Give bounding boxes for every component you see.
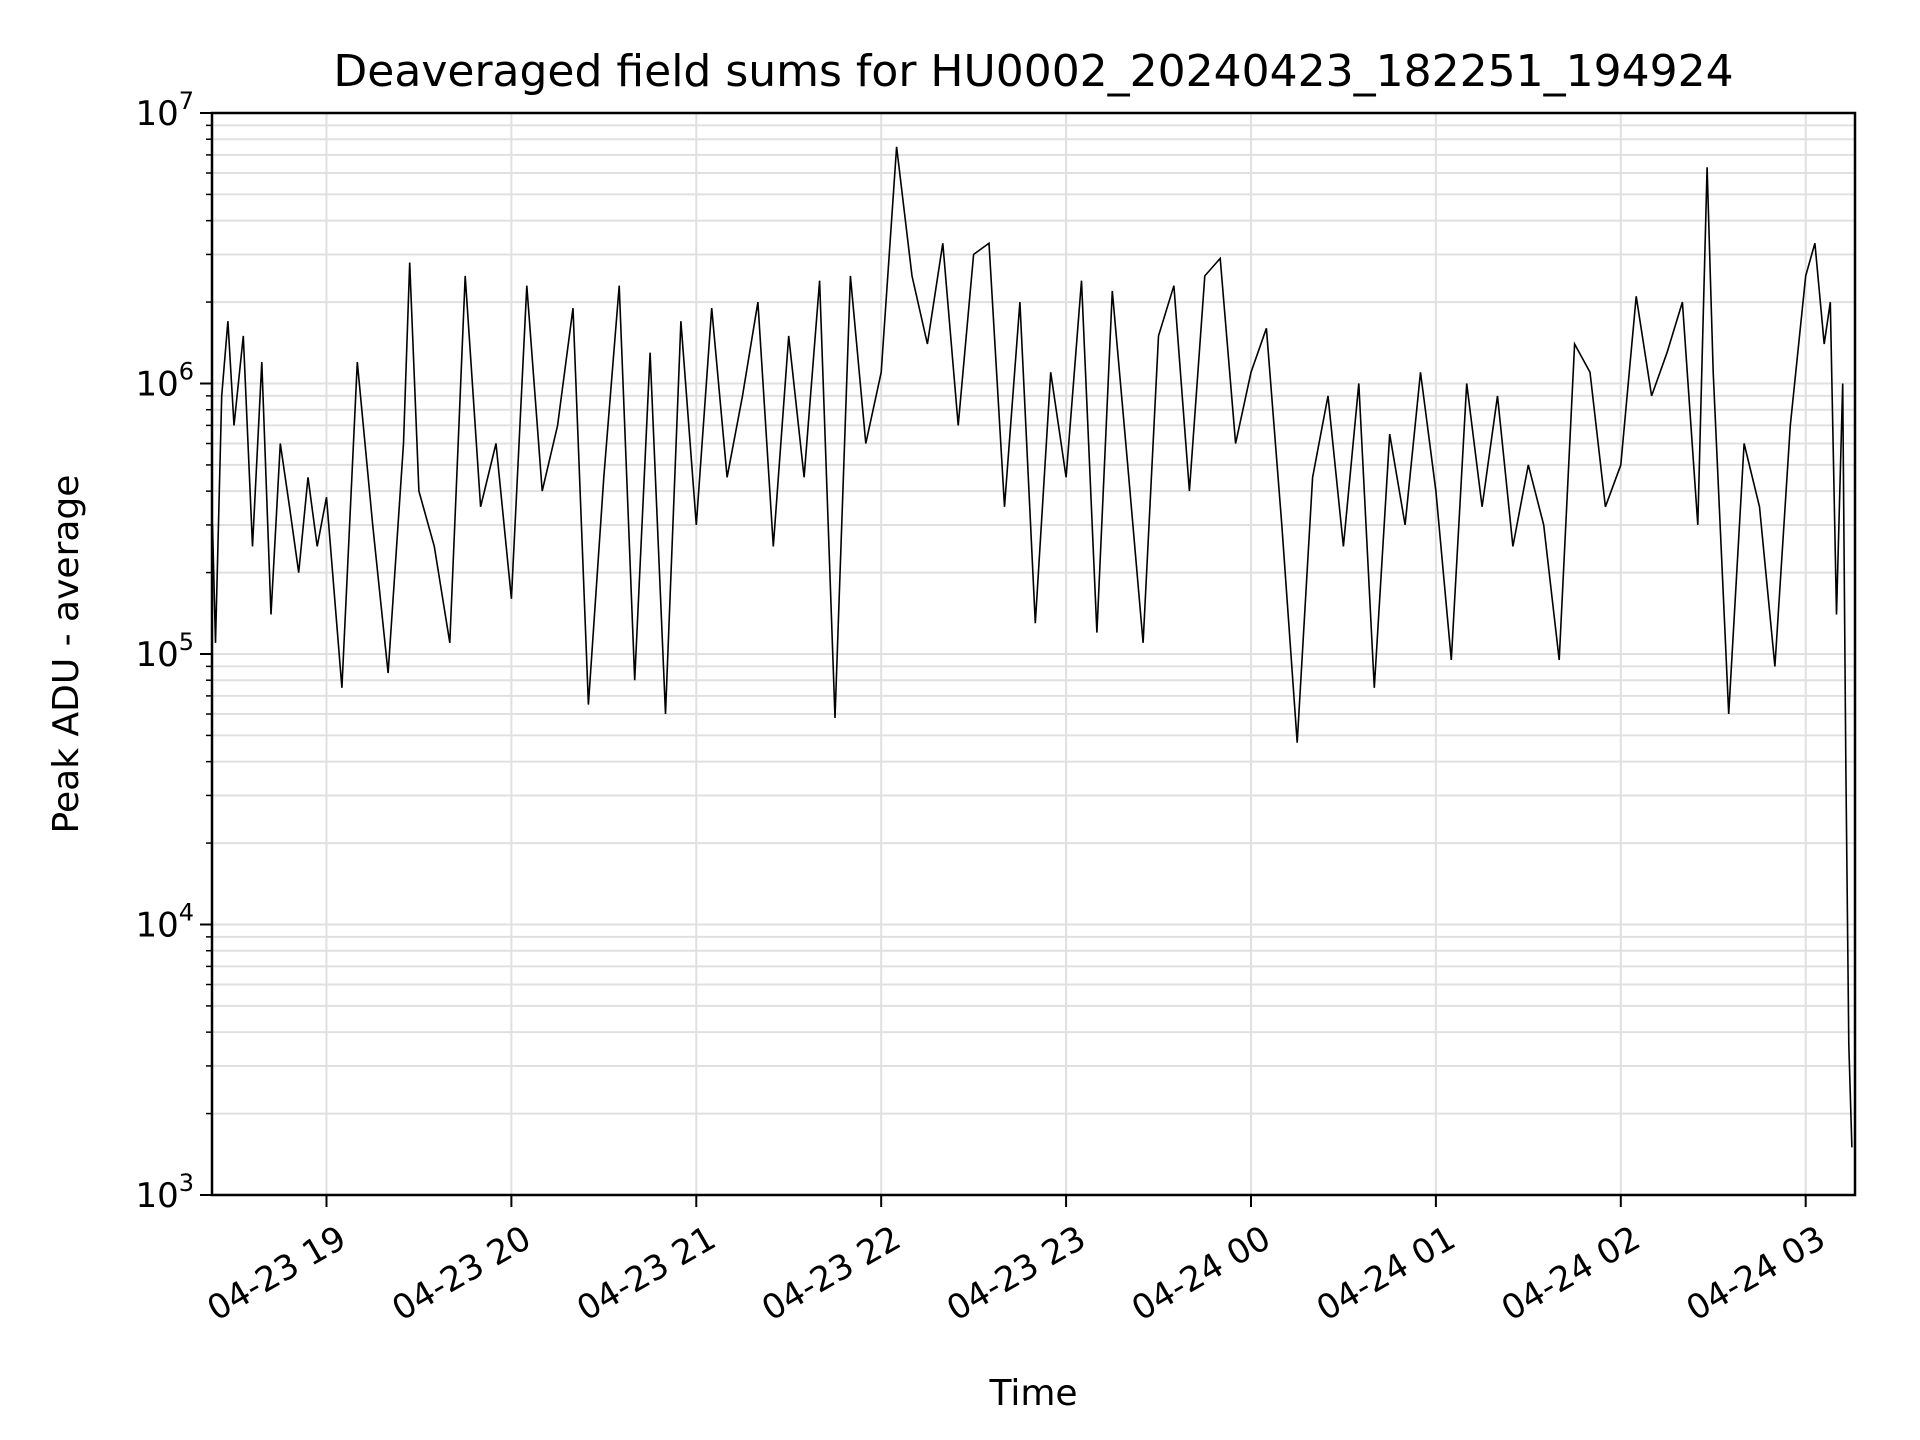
chart-title: Deaveraged field sums for HU0002_2024042… bbox=[333, 46, 1733, 97]
y-tick-label: 103 bbox=[135, 1169, 194, 1216]
y-axis: 103 104 105 106 107 bbox=[135, 87, 212, 1216]
series-layer bbox=[211, 146, 1853, 1148]
y-axis-title: Peak ADU - average bbox=[46, 475, 87, 834]
series-line bbox=[211, 146, 1853, 1148]
x-axis-title: Time bbox=[988, 1373, 1077, 1414]
y-tick-label: 105 bbox=[135, 628, 194, 675]
y-tick-label: 106 bbox=[135, 358, 194, 405]
grid-layer bbox=[206, 113, 1855, 1196]
y-tick-label: 104 bbox=[135, 899, 194, 946]
y-tick-label: 107 bbox=[135, 87, 194, 134]
